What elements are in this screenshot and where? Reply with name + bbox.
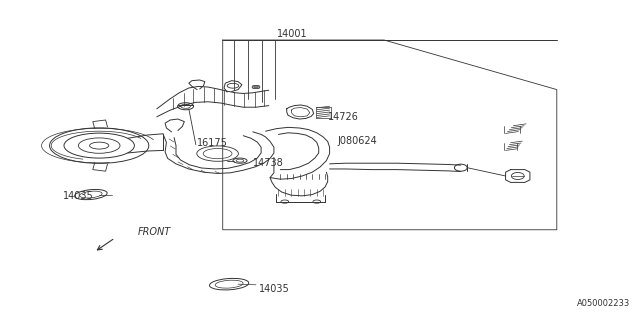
Text: 14001: 14001 (277, 28, 308, 39)
Text: 14035: 14035 (259, 284, 290, 294)
Text: A050002233: A050002233 (577, 299, 630, 308)
Text: 16175: 16175 (197, 138, 228, 148)
Text: FRONT: FRONT (138, 227, 171, 237)
Text: J080624: J080624 (337, 136, 377, 147)
Text: 14035: 14035 (63, 191, 93, 201)
Text: 14738: 14738 (253, 157, 284, 168)
Text: 14726: 14726 (328, 112, 358, 122)
